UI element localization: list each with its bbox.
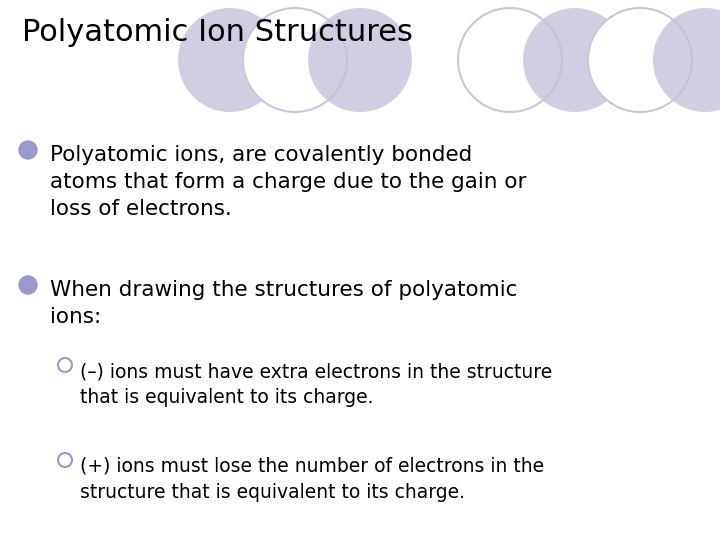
Ellipse shape bbox=[178, 8, 282, 112]
Ellipse shape bbox=[243, 8, 347, 112]
Ellipse shape bbox=[653, 8, 720, 112]
Circle shape bbox=[58, 358, 72, 372]
Text: Polyatomic Ion Structures: Polyatomic Ion Structures bbox=[22, 18, 413, 47]
Ellipse shape bbox=[458, 8, 562, 112]
Ellipse shape bbox=[588, 8, 692, 112]
Circle shape bbox=[58, 453, 72, 467]
Text: Polyatomic ions, are covalently bonded
atoms that form a charge due to the gain : Polyatomic ions, are covalently bonded a… bbox=[50, 145, 526, 219]
Text: (–) ions must have extra electrons in the structure
that is equivalent to its ch: (–) ions must have extra electrons in th… bbox=[80, 362, 552, 407]
Ellipse shape bbox=[523, 8, 627, 112]
Circle shape bbox=[19, 141, 37, 159]
Text: (+) ions must lose the number of electrons in the
structure that is equivalent t: (+) ions must lose the number of electro… bbox=[80, 457, 544, 502]
Circle shape bbox=[19, 276, 37, 294]
Ellipse shape bbox=[308, 8, 412, 112]
Text: When drawing the structures of polyatomic
ions:: When drawing the structures of polyatomi… bbox=[50, 280, 518, 327]
